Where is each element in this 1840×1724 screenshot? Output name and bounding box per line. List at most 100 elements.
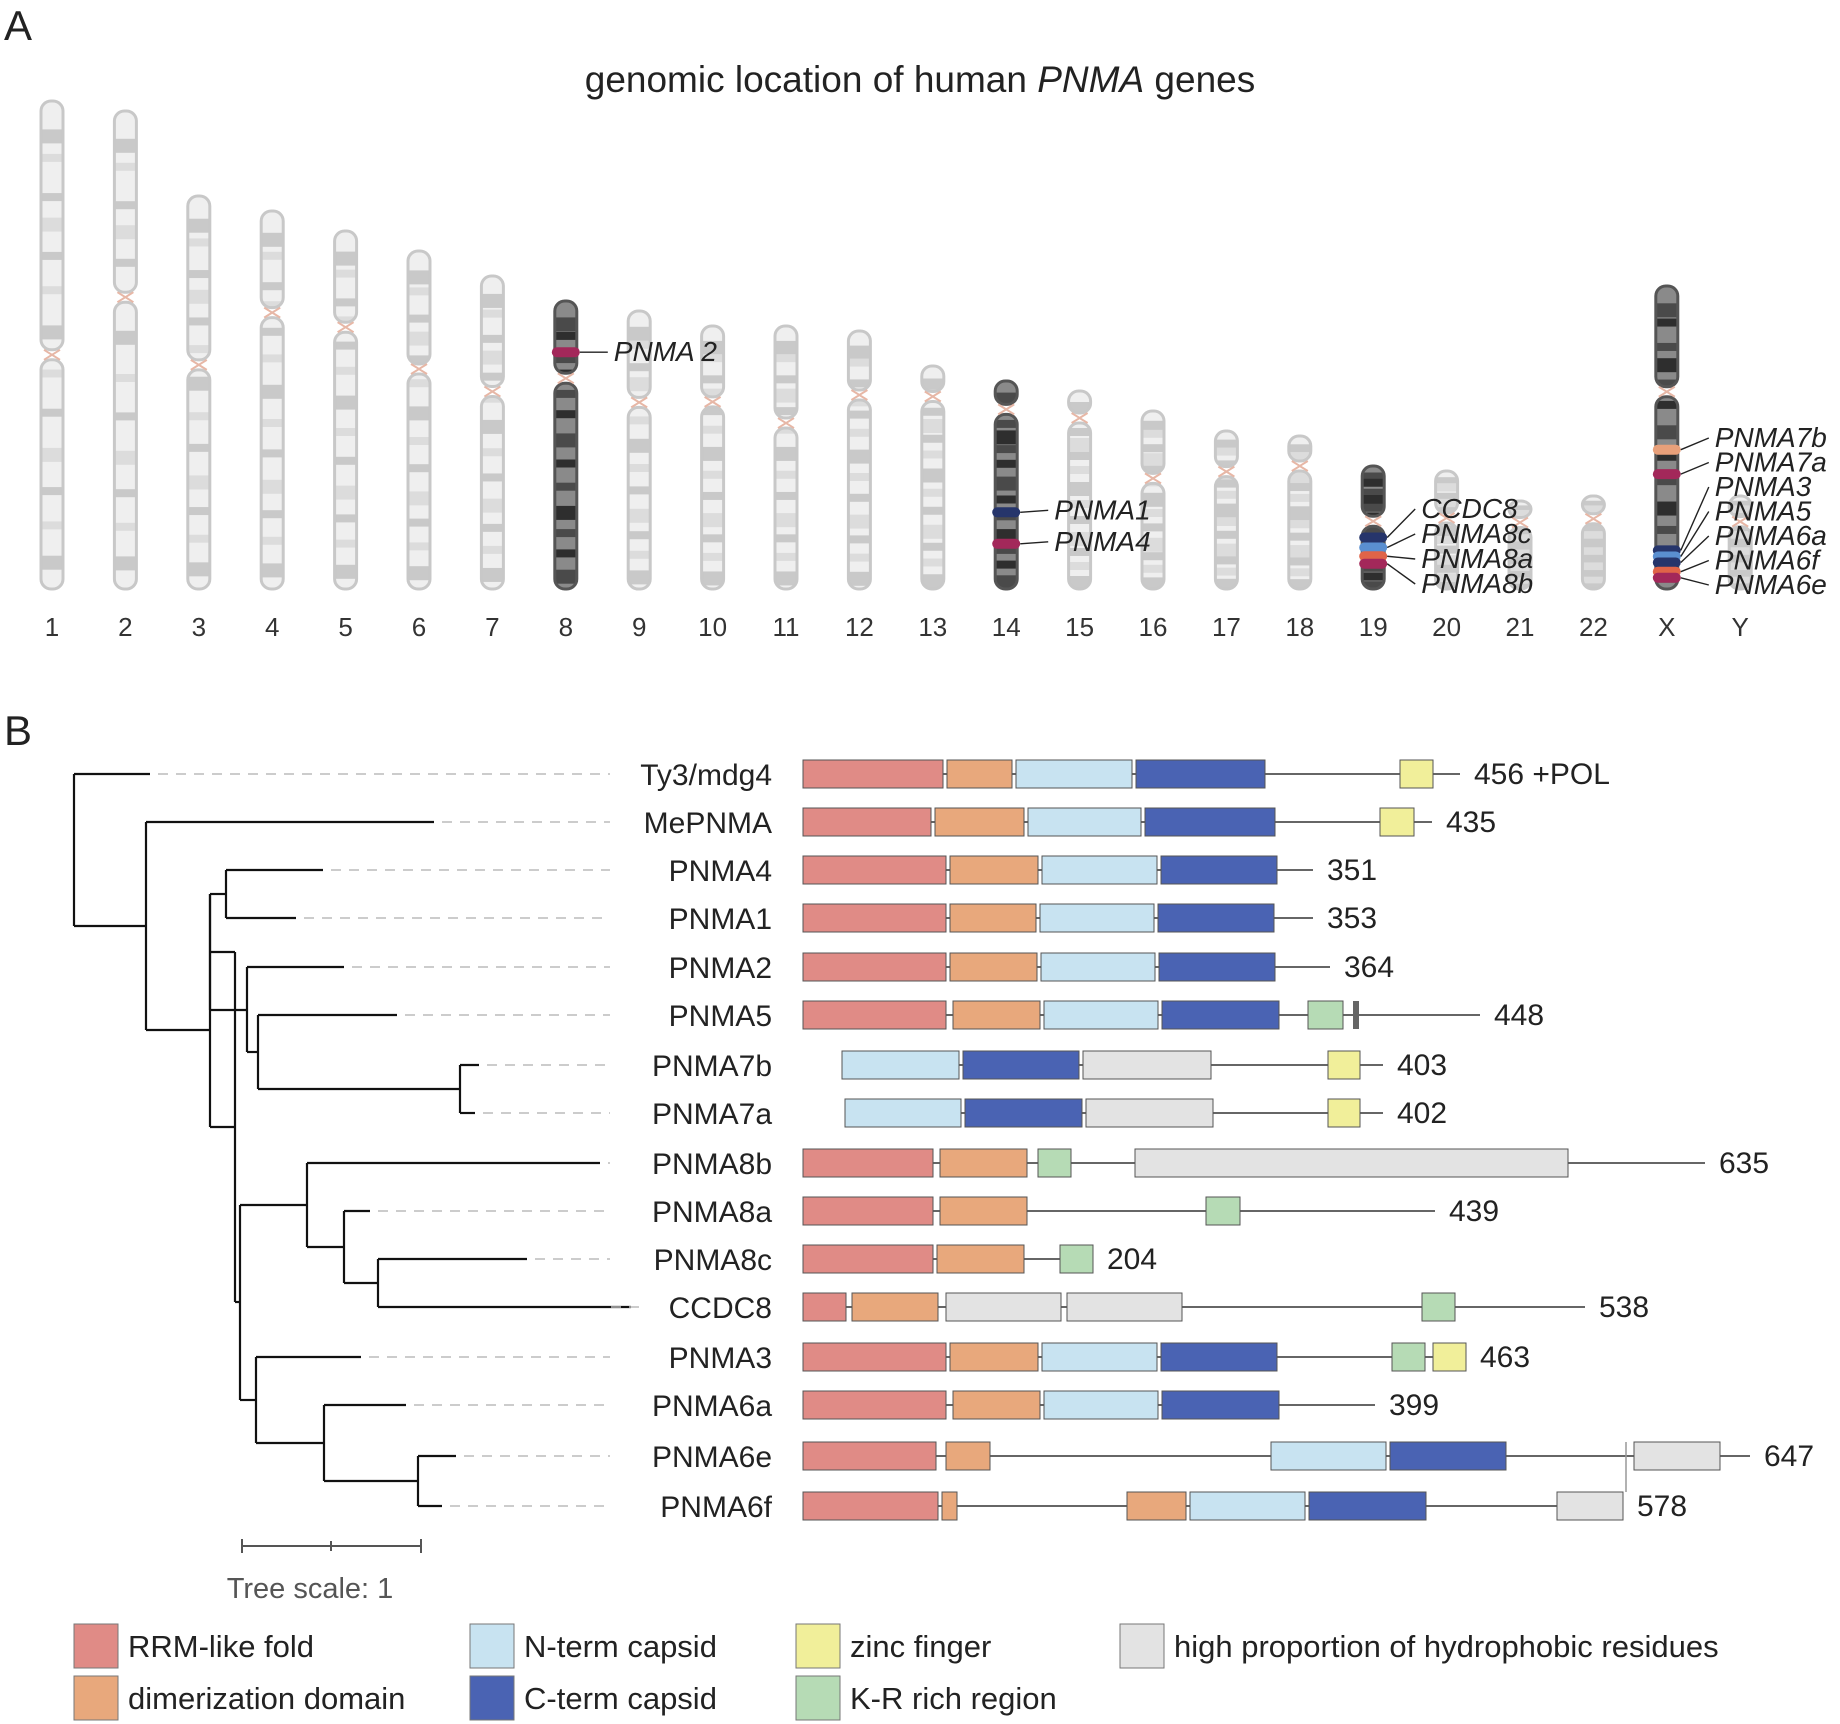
chromosome-band bbox=[1728, 505, 1753, 514]
phylogenetic-tree bbox=[72, 772, 631, 1508]
chromosome-band bbox=[774, 388, 798, 403]
chromosome-band bbox=[1728, 554, 1753, 563]
domain-rrm bbox=[802, 1000, 947, 1030]
chromosome-band bbox=[774, 534, 798, 543]
chromosome-band bbox=[407, 464, 431, 473]
chromosome-band bbox=[553, 505, 578, 520]
protein-length: 538 bbox=[1599, 1291, 1649, 1324]
chromosome-band bbox=[553, 389, 578, 398]
chromosome-band bbox=[553, 529, 578, 538]
chromosome-q-arm bbox=[1067, 421, 1093, 591]
chromosome-band bbox=[627, 326, 652, 341]
chromosome-band bbox=[700, 425, 725, 434]
protein-length: 435 bbox=[1446, 806, 1496, 839]
chromosome-band bbox=[480, 372, 505, 381]
chromosome-band bbox=[553, 355, 578, 364]
protein-length: 448 bbox=[1494, 999, 1544, 1032]
panel-a-title-pre: genomic location of human bbox=[585, 59, 1038, 100]
chromosome-label-9: 9 bbox=[632, 612, 646, 642]
chromosome-band bbox=[480, 334, 505, 343]
chromosome-12 bbox=[846, 329, 872, 591]
domain-ccap bbox=[1144, 807, 1276, 837]
chromosome-label-20: 20 bbox=[1432, 612, 1461, 642]
domain-ncap bbox=[1040, 952, 1156, 982]
chromosome-q-arm bbox=[553, 381, 579, 591]
centromere bbox=[997, 403, 1015, 416]
chromosome-band bbox=[1728, 576, 1753, 585]
chromosome-q-arm bbox=[333, 330, 359, 591]
chromosome-band bbox=[407, 437, 431, 445]
gene-leader bbox=[1386, 533, 1416, 549]
taxon-label: PNMA8a bbox=[652, 1196, 772, 1229]
chromosome-p-arm bbox=[1434, 469, 1460, 515]
chromosome-band bbox=[994, 419, 1019, 428]
protein-length: 402 bbox=[1397, 1097, 1447, 1130]
chromosome-band bbox=[774, 407, 798, 416]
chromosome-band bbox=[1287, 557, 1312, 566]
chromosome-band bbox=[480, 523, 505, 532]
chromosome-q-arm bbox=[846, 398, 872, 591]
centromere bbox=[43, 348, 61, 361]
centromere bbox=[263, 306, 281, 319]
domain-kr bbox=[1421, 1292, 1456, 1322]
chromosome-label-22: 22 bbox=[1579, 612, 1608, 642]
domain-hyd bbox=[1085, 1098, 1214, 1128]
chromosome-band bbox=[994, 560, 1019, 569]
chromosome-band bbox=[333, 341, 358, 350]
chromosome-band bbox=[480, 309, 505, 318]
chromosome-band bbox=[407, 406, 431, 421]
taxon-label: CCDC8 bbox=[669, 1292, 772, 1325]
chromosome-band bbox=[40, 325, 64, 340]
chromosome-band bbox=[1141, 429, 1165, 438]
domain-dim bbox=[945, 1441, 991, 1471]
domain-ncap bbox=[1027, 807, 1142, 837]
chromosome-band bbox=[1067, 548, 1092, 556]
gene-marker bbox=[1652, 444, 1681, 455]
chromosome-band bbox=[1287, 493, 1312, 502]
chromosome-p-arm bbox=[1067, 389, 1093, 415]
gene-label: PNMA1 bbox=[1054, 494, 1150, 525]
chromosome-band bbox=[920, 407, 945, 416]
protein-length: 578 bbox=[1637, 1490, 1687, 1523]
chromosome-label-y: Y bbox=[1732, 612, 1749, 642]
gene-marker bbox=[1359, 532, 1388, 543]
chromosome-band bbox=[186, 376, 211, 391]
protein-length: 399 bbox=[1389, 1389, 1439, 1422]
chromosome-band bbox=[774, 470, 798, 479]
chromosome-p-arm bbox=[259, 209, 285, 310]
chromosome-p-arm bbox=[186, 194, 212, 362]
chromosome-band bbox=[553, 482, 578, 491]
chromosome-band bbox=[260, 563, 285, 578]
chromosome-band bbox=[1214, 518, 1239, 526]
chromosome-band bbox=[480, 545, 505, 554]
chromosome-band bbox=[1508, 571, 1532, 580]
chromosome-band bbox=[1361, 581, 1386, 590]
centromere bbox=[337, 321, 355, 334]
gene-label: PNMA8a bbox=[1421, 543, 1533, 574]
domain-row: PNMA8a 439 bbox=[652, 1195, 1499, 1229]
domain-ccap bbox=[1158, 952, 1276, 982]
gene-label: PNMA8c bbox=[1421, 518, 1531, 549]
chromosome-band bbox=[700, 340, 725, 355]
domain-rrm bbox=[802, 1196, 934, 1226]
domain-row: PNMA6e 647 bbox=[652, 1440, 1814, 1474]
chromosome-p-arm bbox=[553, 299, 579, 375]
chromosome-band bbox=[847, 379, 872, 388]
chromosome-band bbox=[1434, 507, 1459, 516]
chromosome-body bbox=[260, 210, 285, 590]
taxon-label: PNMA7b bbox=[652, 1050, 772, 1083]
chromosome-label-13: 13 bbox=[918, 612, 947, 642]
chromosome-band bbox=[920, 558, 945, 567]
domain-row: PNMA6a 399 bbox=[652, 1389, 1439, 1423]
chromosome-band bbox=[1581, 576, 1606, 585]
chromosome-p-arm bbox=[112, 109, 138, 294]
taxon-label: Ty3/mdg4 bbox=[640, 759, 772, 792]
chromosome-band bbox=[260, 419, 285, 427]
chromosome-label-16: 16 bbox=[1139, 612, 1168, 642]
chromosome-band bbox=[333, 564, 358, 579]
chromosome-band bbox=[627, 508, 652, 523]
domain-row: PNMA1 353 bbox=[669, 902, 1377, 936]
chromosome-band bbox=[407, 518, 431, 527]
chromosome-band bbox=[627, 363, 652, 372]
chromosome-band bbox=[113, 330, 138, 345]
